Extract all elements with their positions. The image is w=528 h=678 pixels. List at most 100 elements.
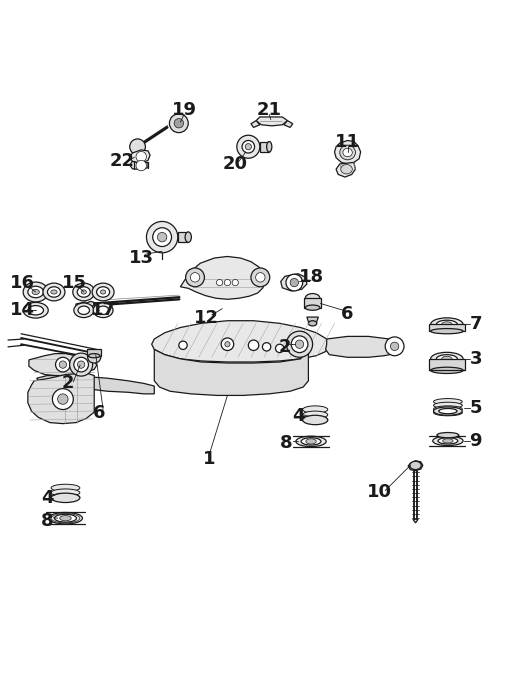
Ellipse shape <box>185 232 191 242</box>
Polygon shape <box>260 142 269 152</box>
Polygon shape <box>28 373 94 424</box>
Ellipse shape <box>51 493 80 502</box>
Ellipse shape <box>296 436 326 447</box>
Polygon shape <box>281 274 307 291</box>
Circle shape <box>136 151 146 162</box>
Ellipse shape <box>431 367 463 374</box>
Text: 2: 2 <box>279 338 291 356</box>
Ellipse shape <box>340 145 355 160</box>
Circle shape <box>262 342 271 351</box>
Ellipse shape <box>88 351 101 363</box>
Text: 21: 21 <box>257 101 282 119</box>
Circle shape <box>190 273 200 282</box>
Text: 1: 1 <box>203 450 215 468</box>
Circle shape <box>237 135 260 158</box>
Text: 3: 3 <box>469 350 482 368</box>
Circle shape <box>232 279 239 285</box>
Ellipse shape <box>303 416 328 424</box>
Circle shape <box>225 342 230 347</box>
Polygon shape <box>130 161 148 170</box>
Text: 13: 13 <box>129 249 154 267</box>
Text: 14: 14 <box>10 301 35 319</box>
Polygon shape <box>336 163 355 177</box>
Polygon shape <box>76 302 86 306</box>
Ellipse shape <box>51 494 80 501</box>
Bar <box>429 324 465 331</box>
Text: 2: 2 <box>62 374 74 393</box>
Ellipse shape <box>437 355 457 363</box>
Bar <box>88 349 101 356</box>
Ellipse shape <box>267 142 272 152</box>
Text: 15: 15 <box>62 274 87 292</box>
Ellipse shape <box>433 399 463 405</box>
Circle shape <box>390 342 399 351</box>
Ellipse shape <box>51 484 80 492</box>
Text: 4: 4 <box>291 407 304 425</box>
Ellipse shape <box>410 461 421 470</box>
Ellipse shape <box>74 303 93 317</box>
Circle shape <box>248 340 259 351</box>
Circle shape <box>256 273 265 282</box>
Ellipse shape <box>51 290 57 294</box>
Ellipse shape <box>437 433 459 438</box>
Text: 6: 6 <box>341 305 354 323</box>
Ellipse shape <box>23 302 48 318</box>
Ellipse shape <box>306 439 316 444</box>
Circle shape <box>179 341 187 349</box>
Polygon shape <box>326 336 400 357</box>
Circle shape <box>59 361 67 368</box>
Circle shape <box>58 394 68 404</box>
Ellipse shape <box>303 411 328 418</box>
Ellipse shape <box>97 287 110 297</box>
Ellipse shape <box>93 303 113 317</box>
Circle shape <box>136 160 146 171</box>
Polygon shape <box>284 121 293 127</box>
Ellipse shape <box>437 320 457 329</box>
Circle shape <box>157 233 167 242</box>
Circle shape <box>74 357 89 372</box>
Ellipse shape <box>431 329 463 334</box>
Circle shape <box>78 361 85 368</box>
Text: 7: 7 <box>469 315 482 334</box>
Text: 8: 8 <box>280 435 293 452</box>
Ellipse shape <box>49 513 82 524</box>
Circle shape <box>52 388 73 410</box>
Circle shape <box>174 119 184 128</box>
Ellipse shape <box>441 356 452 361</box>
Polygon shape <box>178 232 188 242</box>
Circle shape <box>169 114 188 133</box>
Circle shape <box>224 279 231 285</box>
Ellipse shape <box>303 406 328 413</box>
Circle shape <box>70 353 92 376</box>
Bar <box>304 298 321 308</box>
Polygon shape <box>130 150 150 163</box>
Bar <box>429 359 465 370</box>
Polygon shape <box>413 519 418 523</box>
Ellipse shape <box>305 305 320 311</box>
Ellipse shape <box>303 416 328 424</box>
Ellipse shape <box>97 306 109 315</box>
Circle shape <box>146 222 178 253</box>
Text: 6: 6 <box>93 404 106 422</box>
Circle shape <box>286 274 303 291</box>
Ellipse shape <box>431 318 463 331</box>
Text: 19: 19 <box>172 101 196 119</box>
Ellipse shape <box>341 165 352 174</box>
Text: 12: 12 <box>194 309 219 327</box>
Circle shape <box>153 228 172 247</box>
Polygon shape <box>152 321 329 362</box>
Ellipse shape <box>433 436 463 445</box>
Ellipse shape <box>77 287 90 297</box>
Ellipse shape <box>81 290 87 294</box>
Ellipse shape <box>48 287 61 297</box>
Text: 18: 18 <box>298 268 324 286</box>
Ellipse shape <box>92 283 114 301</box>
Ellipse shape <box>343 148 352 157</box>
Text: 4: 4 <box>41 490 53 507</box>
Polygon shape <box>37 376 154 394</box>
Ellipse shape <box>28 286 43 298</box>
Ellipse shape <box>305 294 320 303</box>
Circle shape <box>186 268 204 287</box>
Text: 17: 17 <box>91 301 116 319</box>
Ellipse shape <box>100 290 106 294</box>
